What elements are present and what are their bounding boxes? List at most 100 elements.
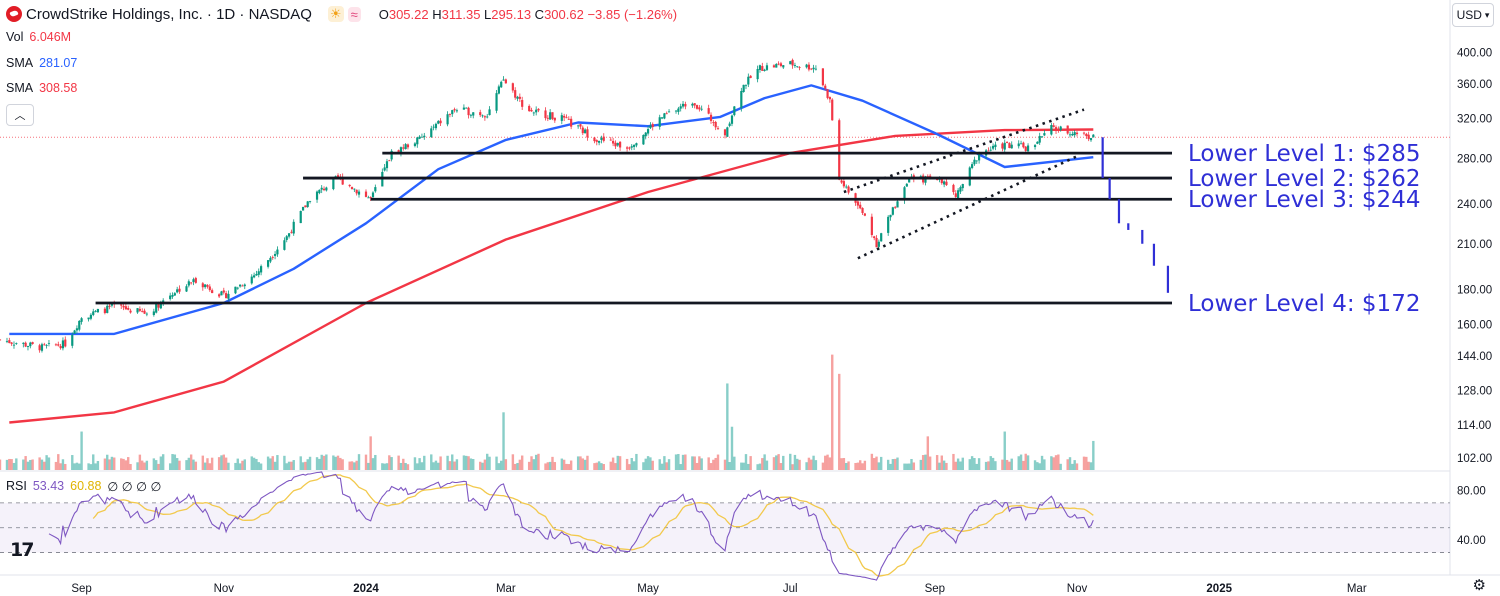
tradingview-logo-icon[interactable]: 17 bbox=[10, 539, 34, 561]
volume-bar bbox=[0, 459, 2, 470]
candle-body bbox=[709, 114, 713, 121]
volume-bar bbox=[646, 456, 650, 470]
candle-body bbox=[616, 143, 619, 146]
candle-body bbox=[171, 294, 174, 297]
candle-body bbox=[658, 117, 661, 127]
candle-body bbox=[462, 107, 466, 110]
candle-body bbox=[479, 112, 482, 116]
volume-bar bbox=[893, 458, 897, 470]
volume-bar bbox=[891, 459, 895, 470]
volume-bar bbox=[136, 462, 139, 470]
candle-body bbox=[22, 342, 25, 344]
candle-body bbox=[567, 118, 570, 120]
volume-bar bbox=[161, 454, 165, 470]
sma-slow-legend[interactable]: SMA 308.58 bbox=[6, 81, 77, 95]
candle-body bbox=[1010, 144, 1013, 149]
volume-bar bbox=[889, 463, 892, 470]
candle-body bbox=[929, 175, 932, 177]
volume-bar bbox=[658, 459, 661, 470]
candle-body bbox=[465, 107, 468, 109]
candle-body bbox=[308, 201, 312, 202]
candle-body bbox=[516, 96, 519, 99]
candle-body bbox=[530, 109, 533, 112]
time-tick-label: Nov bbox=[1067, 583, 1088, 595]
candle-body bbox=[551, 112, 554, 119]
volume-bar bbox=[779, 463, 783, 470]
price-tick-label: 102.00 bbox=[1457, 453, 1492, 465]
sma-fast-legend[interactable]: SMA 281.07 bbox=[6, 56, 77, 70]
volume-bar bbox=[129, 464, 132, 470]
volume-bar bbox=[1001, 459, 1004, 470]
volume-legend[interactable]: Vol 6.046M bbox=[6, 30, 71, 44]
volume-bar bbox=[824, 455, 827, 470]
price-tick-label: 180.00 bbox=[1457, 285, 1492, 297]
volume-bar bbox=[870, 453, 874, 470]
volume-bar bbox=[189, 454, 193, 470]
candle-body bbox=[635, 143, 638, 146]
candle-body bbox=[994, 144, 997, 148]
volume-bar bbox=[24, 456, 27, 470]
volume-bar bbox=[57, 454, 60, 470]
volume-bar bbox=[970, 456, 974, 470]
time-tick-label: Sep bbox=[71, 583, 91, 595]
candle-body bbox=[194, 278, 197, 283]
candle-body bbox=[943, 181, 946, 185]
volume-bar bbox=[642, 462, 645, 470]
symbol-title[interactable]: CrowdStrike Holdings, Inc. · 1D · NASDAQ bbox=[26, 5, 312, 23]
candle-body bbox=[413, 143, 417, 146]
volume-bar bbox=[714, 457, 717, 470]
wave-icon[interactable]: ≈ bbox=[347, 6, 361, 22]
candle-body bbox=[971, 164, 974, 168]
volume-bar bbox=[1082, 456, 1086, 470]
volume-bar bbox=[628, 464, 631, 470]
volume-bar bbox=[527, 461, 531, 470]
volume-bar bbox=[201, 455, 205, 470]
rsi-legend[interactable]: RSI 53.43 60.88 ∅ ∅ ∅ ∅ bbox=[6, 479, 161, 494]
candle-body bbox=[1073, 132, 1076, 136]
candle-body bbox=[761, 66, 764, 71]
candle-body bbox=[1085, 133, 1088, 137]
candle-body bbox=[5, 340, 9, 342]
candle-body bbox=[560, 115, 563, 121]
candle-body bbox=[187, 281, 190, 286]
currency-selector[interactable]: USD ▾ bbox=[1452, 3, 1494, 27]
volume-bar bbox=[250, 456, 253, 470]
volume-bar bbox=[171, 454, 174, 470]
volume-bar bbox=[220, 455, 223, 470]
sun-icon[interactable]: ☀ bbox=[327, 6, 344, 22]
candle-body bbox=[684, 103, 687, 107]
candle-body bbox=[320, 187, 323, 190]
candle-body bbox=[383, 167, 386, 171]
volume-bar bbox=[903, 463, 906, 470]
candle-body bbox=[598, 140, 601, 143]
candle-body bbox=[905, 183, 908, 187]
candle-body bbox=[663, 113, 666, 119]
price-tick-label: 144.00 bbox=[1457, 351, 1492, 363]
volume-bar bbox=[336, 455, 340, 470]
volume-bar bbox=[348, 461, 351, 470]
candle-body bbox=[439, 120, 442, 124]
candle-body bbox=[371, 192, 375, 198]
volume-bar bbox=[728, 462, 731, 470]
candle-body bbox=[824, 85, 827, 89]
candle-body bbox=[756, 69, 759, 80]
trend-channel-lower bbox=[857, 155, 1078, 260]
candle-body bbox=[691, 103, 694, 106]
volume-bar bbox=[886, 459, 890, 470]
collapse-legend-button[interactable]: ︿ bbox=[6, 104, 34, 126]
volume-bar bbox=[504, 459, 508, 470]
volume-bar bbox=[287, 461, 291, 470]
volume-bar bbox=[252, 457, 256, 470]
candle-body bbox=[789, 61, 792, 65]
candle-body bbox=[1054, 127, 1058, 131]
candle-body bbox=[549, 112, 552, 120]
volume-bar bbox=[775, 455, 778, 470]
volume-bar bbox=[138, 454, 142, 470]
candle-body bbox=[57, 344, 60, 346]
gear-icon[interactable]: ⚙ bbox=[1472, 577, 1486, 594]
candle-body bbox=[239, 284, 242, 287]
volume-bar bbox=[185, 460, 188, 470]
volume-bar bbox=[406, 464, 410, 470]
candle-body bbox=[495, 93, 498, 111]
